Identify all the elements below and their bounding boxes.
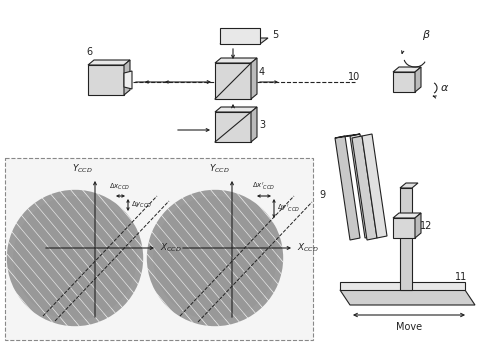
Bar: [215, 63, 251, 99]
Text: $\Delta y'_{CCD}$: $\Delta y'_{CCD}$: [277, 203, 300, 214]
Text: $Y_{CCD}$: $Y_{CCD}$: [72, 162, 93, 175]
Bar: [5, 158, 313, 340]
Text: 6: 6: [86, 47, 92, 57]
Polygon shape: [220, 38, 268, 44]
Circle shape: [13, 196, 137, 320]
Polygon shape: [393, 213, 421, 218]
Polygon shape: [215, 107, 257, 112]
Text: $X_{CCD}$: $X_{CCD}$: [297, 242, 319, 254]
Polygon shape: [124, 60, 130, 95]
Polygon shape: [362, 134, 387, 238]
Bar: [393, 72, 415, 92]
Polygon shape: [352, 136, 377, 240]
Bar: [88, 65, 124, 95]
Text: 5: 5: [272, 30, 278, 40]
Circle shape: [153, 196, 277, 320]
Polygon shape: [251, 107, 257, 142]
Text: 11: 11: [455, 272, 467, 282]
Polygon shape: [124, 71, 132, 89]
Text: 3: 3: [259, 120, 265, 130]
Polygon shape: [350, 134, 375, 238]
Text: Move: Move: [396, 322, 422, 332]
Polygon shape: [88, 60, 130, 65]
Polygon shape: [400, 183, 418, 188]
Bar: [215, 112, 251, 142]
Text: $\beta$: $\beta$: [422, 28, 431, 42]
Polygon shape: [415, 67, 421, 92]
Text: $Y_{CCD}$: $Y_{CCD}$: [209, 162, 230, 175]
Text: $X_{CCD}$: $X_{CCD}$: [160, 242, 182, 254]
Polygon shape: [393, 67, 421, 72]
Polygon shape: [251, 58, 257, 99]
Text: 10: 10: [348, 72, 360, 82]
Polygon shape: [220, 28, 260, 44]
Polygon shape: [340, 290, 475, 305]
Bar: [400, 188, 412, 290]
Text: $\alpha$: $\alpha$: [440, 83, 449, 93]
Polygon shape: [415, 213, 421, 238]
Text: $\Delta x_{CCD}$: $\Delta x_{CCD}$: [109, 182, 131, 192]
Polygon shape: [335, 134, 360, 138]
Text: $\Delta x'_{CCD}$: $\Delta x'_{CCD}$: [252, 181, 276, 192]
Polygon shape: [335, 136, 360, 240]
Bar: [393, 218, 415, 238]
Polygon shape: [215, 58, 257, 63]
Text: 9: 9: [319, 190, 325, 200]
Text: 4: 4: [259, 67, 265, 77]
Text: 12: 12: [420, 221, 432, 231]
Text: $\Delta y_{CCD}$: $\Delta y_{CCD}$: [131, 200, 152, 210]
Polygon shape: [340, 282, 465, 290]
